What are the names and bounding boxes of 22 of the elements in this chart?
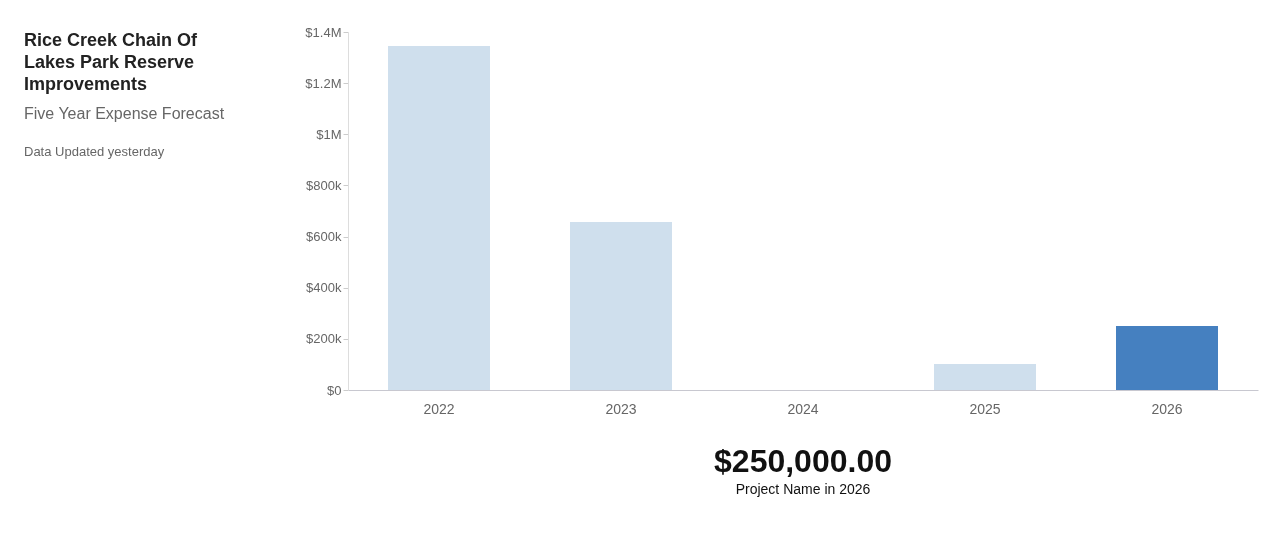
y-tick-label: $1M <box>316 126 342 142</box>
y-tick-label: $800k <box>306 177 342 193</box>
y-tick-label: $200k <box>306 331 342 347</box>
y-tick-label: $600k <box>306 229 342 245</box>
y-tick-label: $400k <box>306 280 342 296</box>
x-tick-label: 2026 <box>1151 400 1183 417</box>
bar <box>1116 326 1218 390</box>
text: $250,000.00 <box>714 443 892 479</box>
y-tick-label: $0 <box>327 382 342 398</box>
y-tick-label: $1.2M <box>305 75 342 91</box>
x-tick-label: 2024 <box>787 400 819 417</box>
text: Rice Creek Chain Of Lakes Park Reserve Improvements <box>24 30 199 94</box>
x-tick-label: 2023 <box>605 400 637 417</box>
bar <box>934 363 1036 390</box>
bar <box>570 222 672 390</box>
y-tick-label: $1.4M <box>305 24 342 40</box>
text: Data Updated yesterday <box>24 144 165 159</box>
x-tick-label: 2025 <box>969 400 1001 417</box>
x-tick-label: 2022 <box>423 400 455 417</box>
bar <box>388 46 490 390</box>
text: Project Name in 2026 <box>735 481 871 497</box>
text: Five Year Expense Forecast <box>24 105 225 122</box>
